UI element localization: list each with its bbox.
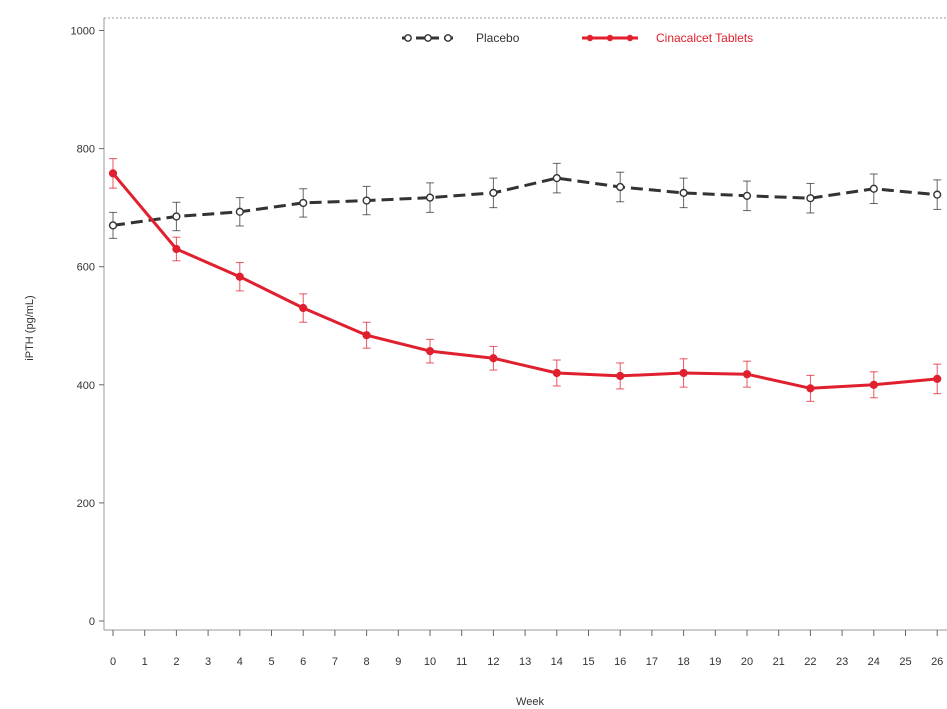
x-tick-label: 5 (268, 656, 274, 668)
y-axis-ticks: 0 200 400 600 800 1000 (71, 26, 104, 628)
data-point-cinacalcet-tablets (362, 331, 371, 340)
data-point-placebo (362, 196, 371, 205)
legend-item-placebo: Placebo (402, 31, 520, 45)
x-tick-label: 9 (395, 656, 401, 668)
plot-frame (103, 17, 947, 631)
legend-marker-cinacalcet-1 (586, 34, 594, 42)
x-tick-label: 26 (931, 656, 943, 668)
y-tick-label: 0 (89, 616, 95, 628)
series-line-cinacalcet-tablets (111, 172, 938, 390)
series-cinacalcet-tablets (108, 158, 942, 402)
y-tick-label: 400 (77, 380, 95, 392)
data-point-placebo (108, 221, 118, 230)
y-tick-label: 200 (77, 498, 95, 510)
legend-label-cinacalcet: Cinacalcet Tablets (656, 31, 753, 45)
data-point-cinacalcet-tablets (806, 384, 815, 393)
x-tick-label: 24 (868, 656, 880, 668)
data-point-cinacalcet-tablets (869, 380, 878, 389)
series-placebo (108, 162, 942, 239)
x-tick-label: 1 (142, 656, 148, 668)
x-tick-label: 4 (237, 656, 243, 668)
x-tick-label: 0 (110, 656, 116, 668)
data-point-placebo (552, 174, 561, 183)
x-tick-label: 2 (173, 656, 179, 668)
data-point-cinacalcet-tablets (552, 368, 561, 378)
series-layer (108, 158, 942, 402)
data-point-cinacalcet-tablets (933, 374, 942, 383)
data-point-placebo (235, 207, 244, 216)
series-line-placebo (112, 176, 938, 227)
x-tick-label: 16 (614, 656, 626, 668)
x-tick-label: 3 (205, 656, 211, 668)
x-tick-label: 14 (551, 656, 563, 668)
data-point-placebo (299, 198, 308, 208)
data-point-cinacalcet-tablets (108, 169, 118, 178)
data-point-cinacalcet-tablets (235, 272, 244, 281)
legend-marker-cinacalcet-2 (606, 34, 614, 42)
y-axis-title: iPTH (pg/mL) (24, 295, 36, 360)
data-point-cinacalcet-tablets (489, 354, 498, 363)
x-tick-label: 10 (424, 656, 436, 668)
y-tick-label: 800 (77, 144, 95, 156)
data-point-cinacalcet-tablets (299, 303, 308, 313)
x-tick-label: 12 (487, 656, 499, 668)
x-tick-label: 19 (709, 656, 721, 668)
x-tick-label: 15 (582, 656, 594, 668)
x-axis-ticks: 0 1 2 3 4 5 6 7 8 9 10 11 12 13 14 15 16 17 18 19 20 21 22 23 24… (110, 630, 943, 668)
x-tick-label: 6 (300, 656, 306, 668)
data-point-placebo (679, 188, 688, 197)
data-point-cinacalcet-tablets (172, 244, 181, 254)
x-tick-label: 13 (519, 656, 531, 668)
x-tick-label: 18 (677, 656, 689, 668)
data-point-placebo (172, 212, 181, 221)
x-tick-label: 23 (836, 656, 848, 668)
x-axis-title: Week (516, 696, 544, 708)
legend-marker-placebo-2 (424, 34, 432, 42)
data-point-cinacalcet-tablets (616, 371, 625, 381)
x-tick-label: 20 (741, 656, 753, 668)
error-bars-placebo (109, 162, 942, 239)
y-tick-label: 1000 (71, 26, 95, 38)
data-point-placebo (806, 194, 815, 203)
legend-item-cinacalcet: Cinacalcet Tablets (582, 31, 753, 45)
x-tick-label: 25 (899, 656, 911, 668)
x-tick-label: 7 (332, 656, 338, 668)
x-tick-label: 22 (804, 656, 816, 668)
legend-marker-placebo-3 (444, 34, 452, 42)
data-point-cinacalcet-tablets (425, 347, 435, 356)
legend-marker-cinacalcet-3 (626, 34, 634, 42)
data-point-cinacalcet-tablets (742, 370, 752, 379)
data-point-placebo (425, 193, 435, 202)
data-point-placebo (616, 182, 625, 192)
x-tick-label: 17 (646, 656, 658, 668)
y-tick-label: 600 (77, 262, 95, 274)
data-point-placebo (489, 188, 498, 197)
data-point-placebo (933, 190, 942, 199)
x-tick-label: 11 (456, 656, 467, 668)
x-tick-label: 8 (364, 656, 370, 668)
data-point-placebo (742, 191, 752, 200)
data-point-placebo (869, 184, 878, 193)
legend-marker-placebo-1 (404, 34, 412, 42)
legend: Placebo Cinacalcet Tablets (402, 31, 753, 45)
x-tick-label: 21 (773, 656, 785, 668)
legend-label-placebo: Placebo (476, 31, 520, 45)
data-point-cinacalcet-tablets (679, 368, 688, 378)
